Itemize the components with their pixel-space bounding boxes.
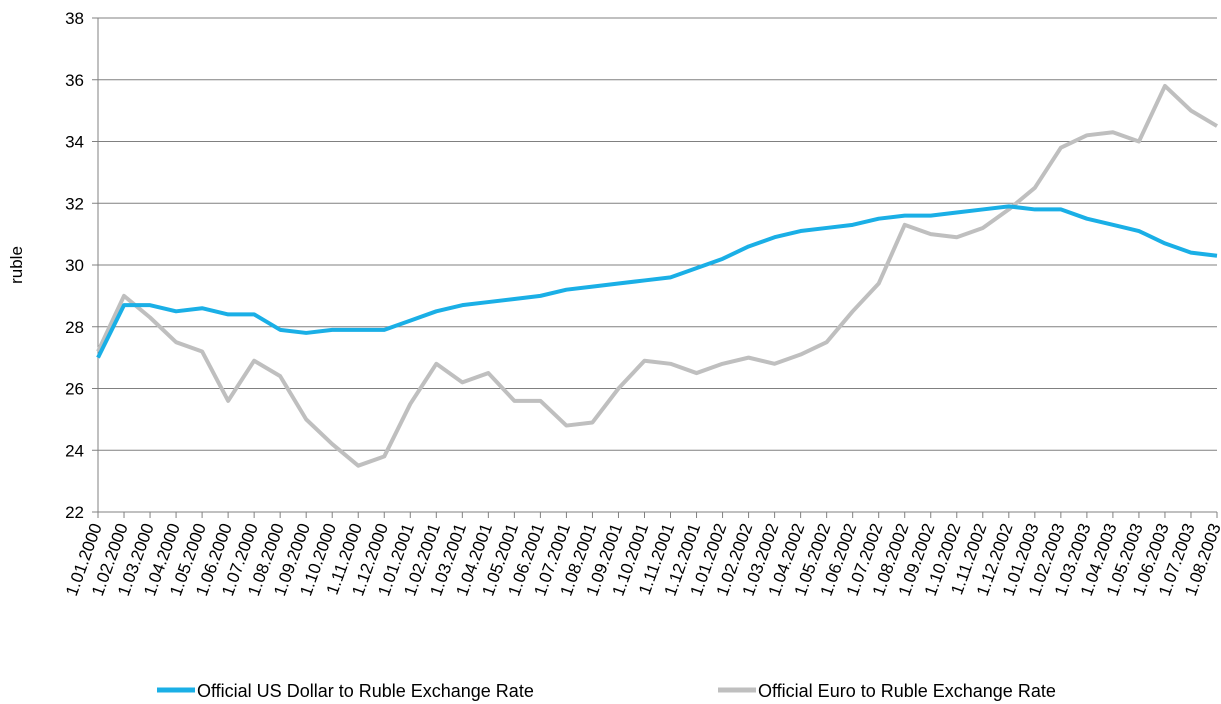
series-line <box>96 83 1219 468</box>
y-tick-label: 32 <box>65 194 84 213</box>
y-tick-label: 36 <box>65 71 84 90</box>
legend-label: Official US Dollar to Ruble Exchange Rat… <box>197 681 534 701</box>
y-tick-label: 30 <box>65 256 84 275</box>
y-tick-label: 34 <box>65 133 84 152</box>
y-axis-label: ruble <box>7 246 26 284</box>
legend-label: Official Euro to Ruble Exchange Rate <box>758 681 1056 701</box>
y-tick-label: 28 <box>65 318 84 337</box>
series-line <box>96 204 1218 359</box>
y-tick-label: 38 <box>65 9 84 28</box>
y-tick-label: 26 <box>65 380 84 399</box>
y-tick-label: 22 <box>65 503 84 522</box>
y-tick-label: 24 <box>65 441 84 460</box>
